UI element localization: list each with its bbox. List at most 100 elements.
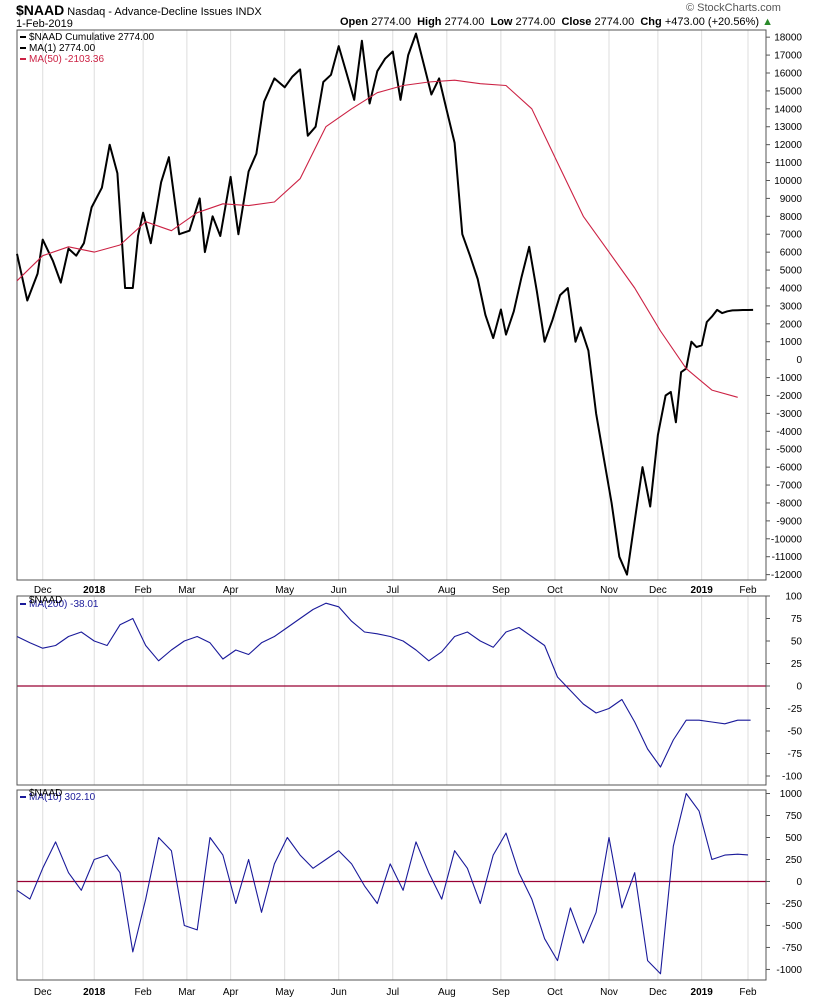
y-tick-label: 1000: [780, 337, 803, 348]
panel-title: $NAAD: [29, 788, 62, 799]
y-tick-label: -8000: [776, 498, 802, 509]
y-tick-label: 1000: [780, 789, 803, 800]
y-tick-label: 0: [796, 877, 802, 888]
x-tick-label: Nov: [600, 585, 618, 596]
y-tick-label: 16000: [774, 68, 802, 79]
x-tick-label: Dec: [34, 585, 52, 596]
x-tick-label: Jun: [331, 987, 347, 998]
y-tick-label: 0: [796, 355, 802, 366]
panel-frame: [16, 29, 767, 581]
chg-value: +473.00 (+20.56%): [664, 16, 759, 28]
description-label: Nasdaq - Advance-Decline Issues: [67, 6, 233, 18]
y-tick-label: 3000: [780, 301, 803, 312]
series-line-ma-10-: [16, 792, 749, 975]
y-tick-label: -4000: [776, 427, 802, 438]
open-value: 2774.00: [371, 16, 411, 28]
legend-entry: MA(1) 2774.00: [29, 43, 96, 54]
y-tick-label: 18000: [774, 33, 802, 44]
legend-entry: MA(200) -38.01: [29, 599, 99, 610]
x-tick-label: 2018: [83, 585, 106, 596]
y-tick-label: -11000: [772, 552, 803, 563]
chart-header-title: $NAAD Nasdaq - Advance-Decline Issues IN…: [16, 2, 262, 18]
y-tick-label: 25: [791, 659, 803, 670]
y-tick-label: 7000: [780, 230, 803, 241]
y-tick-label: 5000: [780, 266, 803, 277]
x-tick-label: Feb: [739, 987, 757, 998]
y-tick-label: -250: [782, 899, 802, 910]
y-tick-label: -75: [788, 749, 803, 760]
y-tick-label: -750: [782, 943, 802, 954]
y-tick-label: -25: [788, 704, 803, 715]
y-tick-label: -10000: [771, 534, 803, 545]
y-tick-label: -3000: [776, 409, 802, 420]
x-tick-label: Apr: [223, 987, 239, 998]
y-tick-label: 4000: [780, 283, 803, 294]
series-line-ma-50-: [16, 79, 738, 398]
x-tick-label: May: [275, 585, 294, 596]
x-tick-label: Dec: [649, 987, 667, 998]
y-tick-label: 8000: [780, 212, 803, 223]
y-tick-label: -500: [782, 921, 802, 932]
x-tick-label: 2019: [691, 585, 714, 596]
x-tick-label: Oct: [547, 987, 563, 998]
x-tick-label: Mar: [178, 585, 196, 596]
x-tick-label: Jun: [331, 585, 347, 596]
y-tick-label: 750: [785, 811, 802, 822]
x-tick-label: Sep: [492, 585, 510, 596]
x-tick-label: Nov: [600, 987, 618, 998]
date-label: 1-Feb-2019: [16, 18, 73, 30]
y-tick-label: 75: [791, 614, 803, 625]
y-tick-label: 250: [785, 855, 802, 866]
ohlc-readout: Open 2774.00 High 2774.00 Low 2774.00 Cl…: [340, 16, 773, 28]
y-tick-label: 100: [785, 592, 802, 603]
x-tick-label: Aug: [438, 585, 456, 596]
x-tick-label: May: [275, 987, 294, 998]
x-tick-label: Jul: [386, 585, 399, 596]
symbol-label: $NAAD: [16, 2, 65, 18]
x-tick-label: Oct: [547, 585, 563, 596]
y-tick-label: -7000: [776, 481, 802, 492]
y-tick-label: 0: [796, 682, 802, 693]
x-tick-label: Apr: [223, 585, 239, 596]
x-tick-label: Feb: [739, 585, 757, 596]
chg-label: Chg: [640, 16, 662, 28]
series-line--naad-cumulative: [16, 32, 754, 576]
series-line-ma-200-: [16, 602, 751, 768]
y-tick-label: -50: [788, 727, 803, 738]
panel-frame: [16, 789, 767, 981]
low-value: 2774.00: [515, 16, 556, 28]
y-tick-label: -5000: [776, 445, 802, 456]
close-value: 2774.00: [594, 16, 635, 28]
y-tick-label: -2000: [776, 391, 802, 402]
x-tick-label: Feb: [135, 585, 153, 596]
y-tick-label: -1000: [776, 373, 802, 384]
close-label: Close: [561, 16, 592, 28]
x-tick-label: Jul: [386, 987, 399, 998]
y-tick-label: -100: [782, 772, 802, 783]
y-tick-label: 500: [785, 833, 802, 844]
low-label: Low: [490, 16, 513, 28]
panel-frame: [16, 595, 767, 786]
y-tick-label: -6000: [776, 463, 802, 474]
high-value: 2774.00: [444, 16, 485, 28]
x-tick-label: Feb: [135, 987, 153, 998]
y-tick-label: 6000: [780, 248, 803, 259]
y-tick-label: 17000: [774, 51, 802, 62]
x-tick-label: Aug: [438, 987, 456, 998]
y-tick-label: -1000: [776, 965, 802, 976]
x-tick-label: Dec: [649, 585, 667, 596]
x-tick-label: Mar: [178, 987, 196, 998]
x-tick-label: 2019: [691, 987, 714, 998]
legend-entry: MA(50) -2103.36: [29, 54, 104, 65]
y-tick-label: 14000: [774, 104, 802, 115]
y-tick-label: 50: [791, 637, 803, 648]
up-arrow-icon: ▲: [762, 16, 773, 28]
x-tick-label: Dec: [34, 987, 52, 998]
y-tick-label: 2000: [780, 319, 803, 330]
exchange-label: INDX: [235, 6, 262, 18]
y-tick-label: 11000: [775, 158, 803, 169]
x-tick-label: Sep: [492, 987, 510, 998]
y-tick-label: 15000: [774, 86, 802, 97]
y-tick-label: -9000: [776, 516, 802, 527]
y-tick-label: 12000: [774, 140, 802, 151]
